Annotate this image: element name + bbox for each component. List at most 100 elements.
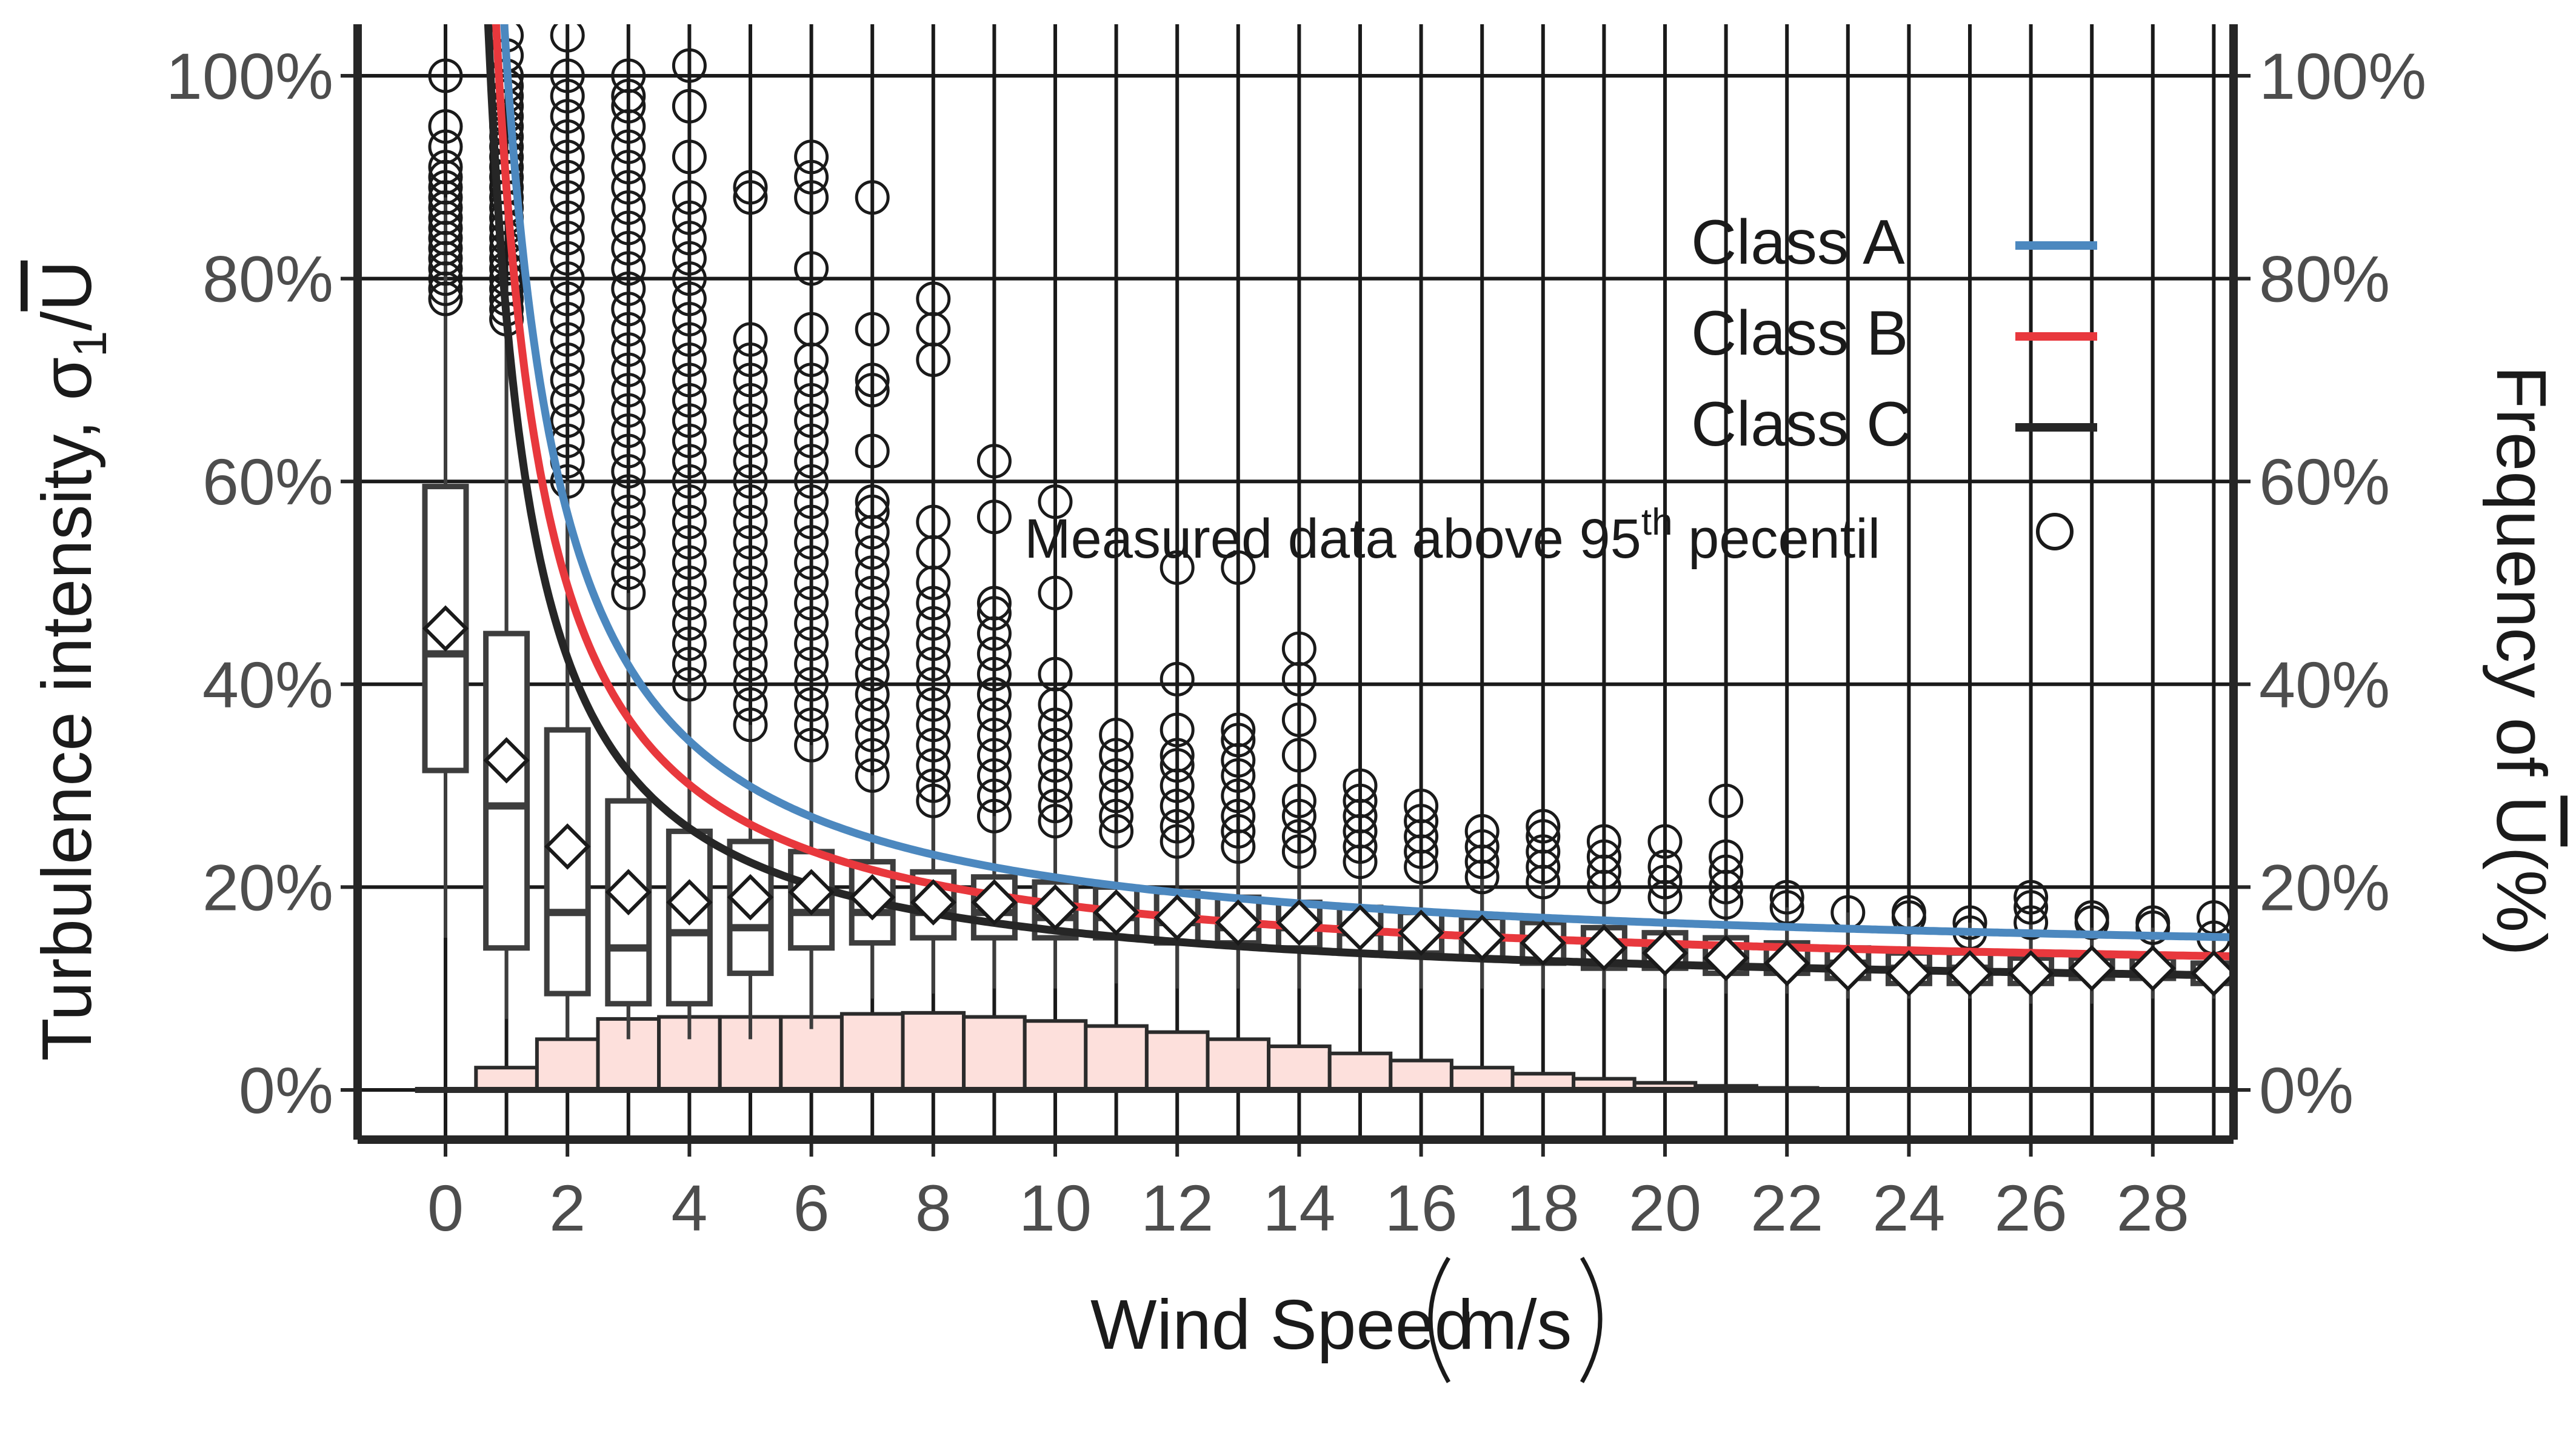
outlier-point <box>794 180 829 215</box>
x-tick-label: 24 <box>1872 1171 1945 1245</box>
outlier-point <box>855 494 890 529</box>
x-tick-label: 18 <box>1507 1171 1580 1245</box>
outlier-point <box>855 596 890 631</box>
outlier-point <box>916 707 951 743</box>
outlier-point <box>611 433 646 469</box>
mean-marker <box>1520 920 1567 966</box>
box-body <box>483 630 530 951</box>
frequency-bar <box>901 1011 966 1092</box>
outlier-point <box>916 281 951 316</box>
x-tick-label: 8 <box>915 1171 952 1245</box>
outlier-point <box>1281 631 1316 666</box>
outlier-point <box>1281 834 1316 869</box>
outlier-point <box>611 251 646 286</box>
y-axis-title-sub: 1 <box>63 331 116 357</box>
outlier-point <box>672 586 707 621</box>
outlier-point <box>855 180 890 215</box>
outlier-point <box>733 342 768 377</box>
outlier-point <box>550 261 585 296</box>
mean-marker <box>849 874 896 921</box>
outlier-point <box>1038 707 1073 743</box>
y-tick-label: 60% <box>202 445 333 518</box>
outlier-point <box>550 139 585 175</box>
outlier-point <box>1709 783 1744 818</box>
outlier-point <box>855 697 890 732</box>
outlier-point <box>672 200 707 235</box>
outlier-point <box>550 180 585 215</box>
outlier-point <box>550 302 585 337</box>
outlier-point <box>794 159 829 195</box>
outlier-point <box>550 24 585 53</box>
outlier-point <box>794 586 829 621</box>
frequency-bar <box>1084 1024 1149 1092</box>
outlier-point <box>611 150 646 185</box>
outlier-point <box>1526 834 1561 869</box>
mean-marker <box>1581 924 1627 972</box>
outlier-point <box>855 373 890 408</box>
y-tick-label: 20% <box>202 850 333 924</box>
outlier-point <box>1221 550 1256 585</box>
frequency-bar <box>1327 1051 1393 1092</box>
outlier-point <box>1221 814 1256 849</box>
outlier-point <box>855 717 890 752</box>
x-axis-title: Wind Speed <box>1090 1285 1473 1364</box>
mean-marker <box>910 879 957 926</box>
outlier-point <box>672 646 707 681</box>
outlier-point <box>1343 768 1378 803</box>
y-axis-title-denominator: U <box>27 261 106 312</box>
outlier-point <box>733 170 768 205</box>
outlier-point <box>1952 905 1987 940</box>
mean-marker <box>1336 904 1384 951</box>
outlier-point <box>794 403 829 438</box>
outlier-point <box>1099 798 1134 834</box>
outlier-point <box>976 444 1012 479</box>
outlier-point <box>672 566 707 600</box>
outlier-point <box>672 342 707 377</box>
outlier-point <box>550 99 585 134</box>
outlier-point <box>855 677 890 712</box>
outlier-point <box>611 515 646 550</box>
outlier-point <box>794 423 829 458</box>
outlier-point <box>733 464 768 499</box>
outlier-point <box>611 413 646 449</box>
outlier-point <box>428 109 463 144</box>
outlier-point <box>794 312 829 347</box>
outlier-point <box>2014 905 2049 940</box>
x-tick-label: 16 <box>1385 1171 1458 1245</box>
outlier-point <box>794 606 829 641</box>
x-axis-unit: m/s <box>1459 1285 1572 1364</box>
y2-tick-label: 0% <box>2259 1054 2354 1127</box>
outlier-point <box>672 89 707 124</box>
outlier-point <box>672 504 707 540</box>
outlier-point <box>794 484 829 520</box>
outlier-point <box>550 363 585 398</box>
y2-tick-label: 80% <box>2259 242 2390 316</box>
outlier-point <box>733 687 768 722</box>
outlier-point <box>1160 661 1195 697</box>
outlier-point <box>611 474 646 509</box>
outlier-point <box>611 230 646 266</box>
outlier-point <box>976 738 1012 773</box>
outlier-point <box>672 403 707 438</box>
outlier-point <box>794 646 829 681</box>
outlier-point <box>1038 484 1073 520</box>
outlier-point <box>1586 824 1621 859</box>
outlier-point <box>733 566 768 600</box>
legend-label-class-b: Class B <box>1691 298 1908 369</box>
outlier-point <box>1221 712 1256 747</box>
y2-axis-title-var: U <box>2482 796 2561 847</box>
outlier-point <box>1464 829 1500 864</box>
outlier-point <box>1221 758 1256 793</box>
annotation-text-tail: pecentil <box>1673 508 1881 570</box>
outlier-point <box>672 667 707 702</box>
mean-marker <box>1641 929 1689 977</box>
mean-marker <box>605 869 652 916</box>
frequency-bar <box>657 1015 722 1092</box>
outlier-point <box>672 525 707 560</box>
outlier-point <box>733 504 768 540</box>
outlier-point <box>976 596 1012 631</box>
outlier-point <box>611 352 646 387</box>
outlier-point <box>1099 738 1134 773</box>
mean-marker <box>483 737 530 784</box>
